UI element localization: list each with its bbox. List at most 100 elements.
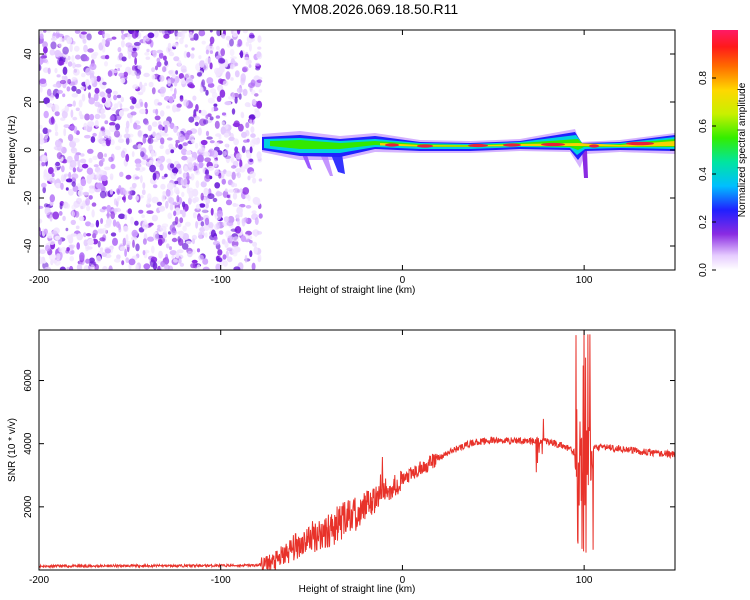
noise-dot (63, 124, 70, 128)
noise-dot (201, 40, 206, 45)
noise-dot (250, 133, 256, 138)
noise-dot (52, 211, 60, 220)
noise-dot (85, 221, 91, 227)
noise-dot (104, 223, 111, 228)
noise-dot (254, 110, 261, 119)
noise-dot (245, 205, 252, 209)
noise-dot (100, 108, 106, 114)
noise-dot (80, 31, 87, 35)
noise-dot (184, 165, 188, 173)
noise-dot (87, 238, 94, 246)
noise-dot (69, 250, 74, 255)
noise-dot (190, 173, 195, 181)
noise-dot (54, 235, 61, 241)
noise-dot (44, 244, 51, 252)
noise-dot (138, 166, 144, 173)
noise-dot (226, 247, 234, 252)
noise-dot (85, 79, 90, 87)
noise-dot (59, 203, 63, 210)
noise-dot (96, 182, 104, 189)
noise-dot (252, 241, 258, 247)
noise-dot (48, 240, 56, 246)
noise-dot (166, 243, 170, 249)
noise-dot (100, 113, 106, 119)
noise-dot (111, 107, 117, 111)
noise-dot (216, 95, 222, 102)
noise-dot (94, 87, 100, 94)
noise-dot (162, 232, 167, 237)
noise-dot (103, 166, 111, 171)
noise-dot (203, 151, 211, 157)
noise-dot (138, 209, 144, 214)
noise-dot (215, 133, 222, 137)
noise-dot (75, 54, 81, 60)
noise-dot (162, 66, 167, 73)
noise-dot (158, 121, 162, 125)
noise-dot (134, 158, 142, 165)
noise-dot (56, 30, 60, 33)
noise-dot (200, 181, 207, 188)
noise-dot (253, 93, 259, 97)
noise-dot (131, 229, 138, 237)
noise-dot (42, 260, 46, 264)
noise-dot (121, 260, 125, 266)
noise-dot (49, 194, 55, 203)
noise-dot (113, 94, 118, 101)
noise-dot (113, 103, 119, 109)
noise-dot (205, 49, 209, 55)
noise-dot (203, 119, 209, 125)
noise-dot (130, 70, 137, 77)
noise-dot (182, 172, 187, 179)
noise-dot (170, 149, 175, 154)
noise-dot (219, 89, 226, 98)
noise-dot (136, 73, 141, 80)
noise-dot (120, 77, 126, 84)
noise-dot (115, 64, 123, 68)
noise-dot (142, 238, 147, 245)
noise-dot (247, 175, 251, 181)
noise-dot (156, 201, 162, 206)
colorbar-tick-label: 0.6 (698, 119, 709, 133)
noise-dot (230, 158, 235, 163)
noise-dot (39, 33, 44, 40)
noise-dot (135, 167, 141, 171)
colorbar-ticks: 0.0 0.2 0.4 0.6 0.8 (698, 71, 716, 277)
colorbar-label: Normalized spectral amplitude (737, 82, 748, 217)
noise-dot (60, 182, 64, 190)
noise-dot (224, 155, 232, 159)
noise-dot (93, 93, 99, 102)
noise-dot (39, 138, 45, 145)
noise-dot (77, 159, 81, 167)
noise-dot (72, 167, 77, 173)
noise-dot (85, 258, 91, 264)
x-tick-label: 0 (400, 275, 406, 286)
noise-dot (152, 49, 157, 58)
noise-dot (206, 77, 214, 85)
noise-dot (104, 100, 111, 108)
noise-dot (114, 123, 121, 131)
noise-dot (179, 97, 184, 102)
noise-dot (196, 248, 201, 253)
noise-dot (239, 203, 246, 208)
noise-dot (83, 239, 89, 247)
noise-dot (137, 130, 142, 137)
noise-dot (158, 205, 166, 212)
noise-dot (54, 131, 59, 137)
noise-dot (229, 49, 235, 56)
bottom-y-axis-label: SNR (10 * v/v) (7, 418, 18, 482)
noise-dot (41, 155, 49, 163)
noise-dot (70, 109, 74, 118)
heatmap-image (39, 30, 675, 270)
noise-dot (239, 211, 243, 218)
colorbar-tick-label: 0.8 (698, 71, 709, 85)
noise-dot (191, 259, 198, 264)
noise-dot (54, 259, 61, 266)
noise-dot (194, 121, 199, 127)
noise-dot (151, 214, 158, 222)
noise-dot (195, 221, 199, 229)
noise-dot (174, 180, 179, 185)
noise-dot (162, 55, 167, 61)
noise-dot (92, 155, 98, 161)
noise-dot (50, 116, 55, 124)
noise-dot (95, 172, 100, 180)
